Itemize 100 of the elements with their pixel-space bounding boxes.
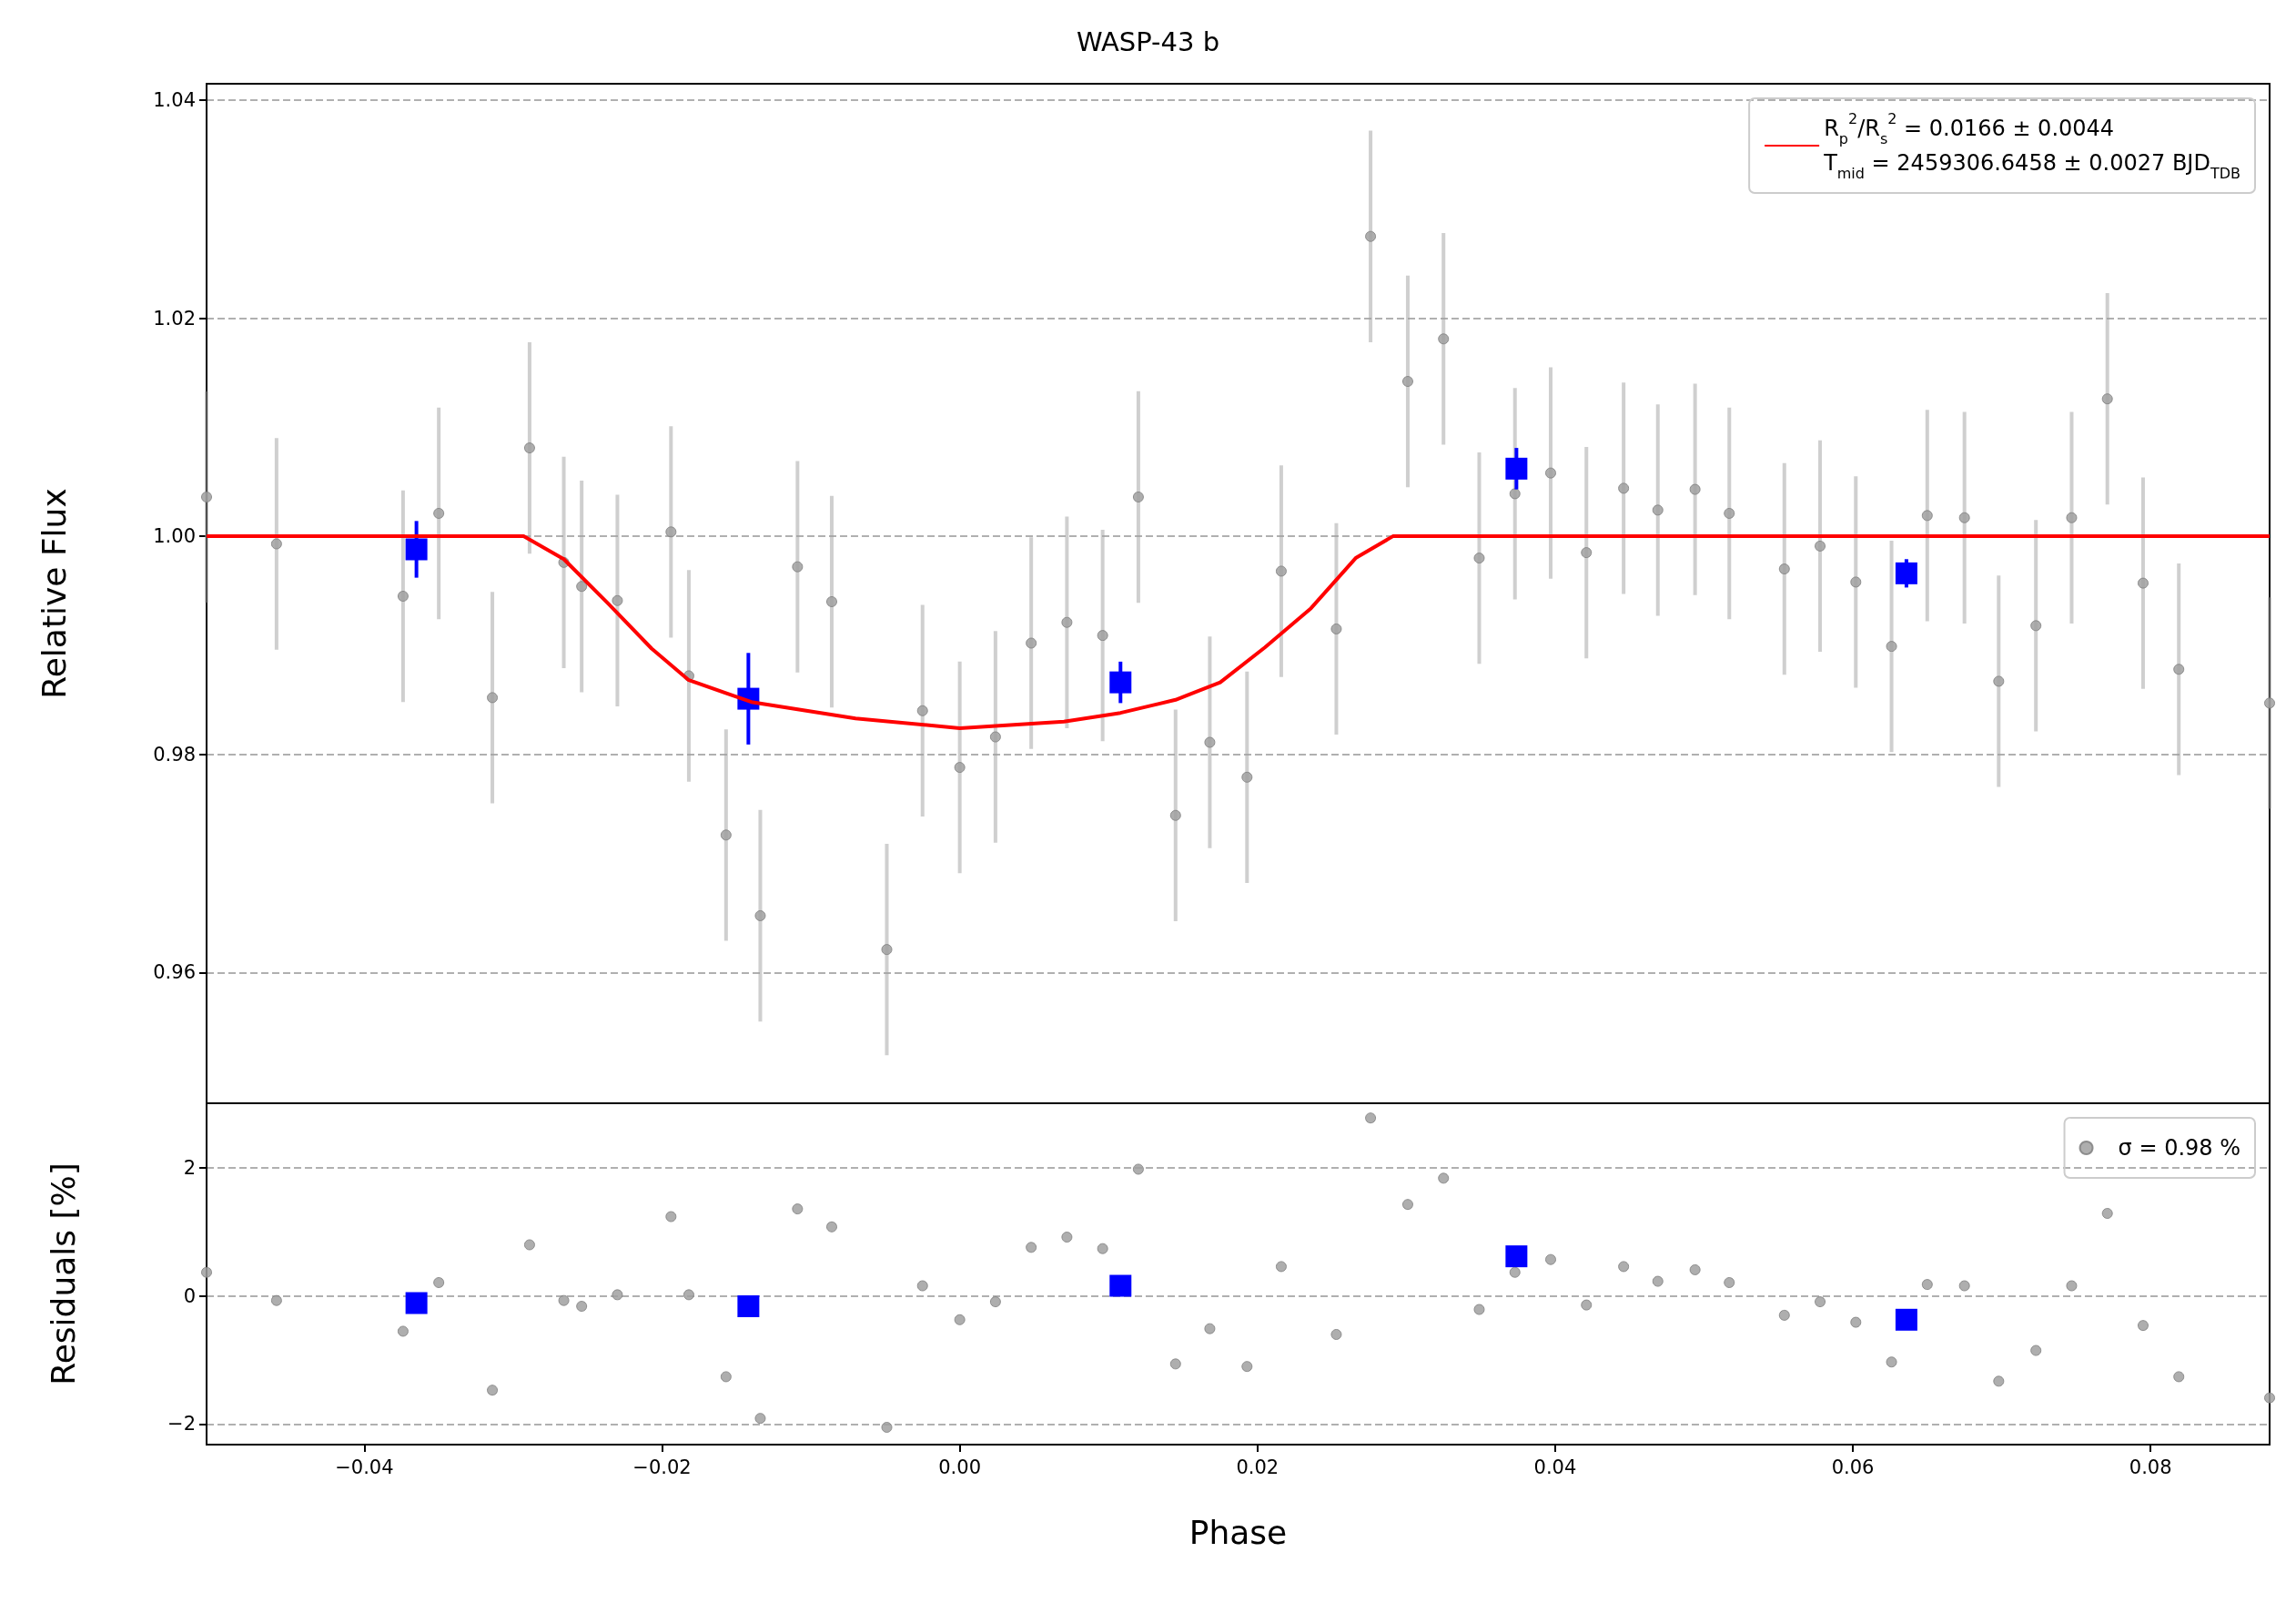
point <box>2066 1280 2078 1292</box>
point <box>2101 1208 2113 1220</box>
y-tick-label: 1.02 <box>153 307 196 330</box>
point <box>989 731 1001 743</box>
point <box>1097 630 1108 642</box>
x-tick-label: 0.00 <box>938 1456 982 1478</box>
point <box>1815 1296 1826 1308</box>
point <box>1330 1328 1342 1340</box>
point <box>1724 507 1735 519</box>
point <box>1438 1172 1450 1184</box>
point <box>1958 1280 1970 1292</box>
y-tick-label: −2 <box>167 1413 196 1436</box>
point <box>2030 620 2042 632</box>
point <box>1618 482 1630 494</box>
point <box>954 762 966 774</box>
point <box>1886 1356 1897 1368</box>
point <box>1026 1242 1037 1253</box>
point <box>1850 576 1862 588</box>
point <box>683 1289 694 1301</box>
point <box>1204 1323 1216 1334</box>
chart-title: WASP-43 b <box>1076 25 1220 57</box>
point <box>1026 637 1037 649</box>
y-tick-label: 0.98 <box>153 743 196 766</box>
point <box>1581 547 1593 559</box>
point <box>2137 1320 2149 1332</box>
point <box>1581 1299 1593 1311</box>
point <box>576 581 588 593</box>
point <box>1993 675 2005 687</box>
point <box>1401 376 1413 388</box>
point <box>1204 736 1216 748</box>
point <box>270 538 282 550</box>
point <box>433 507 445 519</box>
point <box>612 594 623 606</box>
point <box>1895 562 1917 584</box>
point <box>916 1280 928 1292</box>
point <box>2173 1371 2185 1383</box>
point <box>405 1292 428 1314</box>
point <box>1509 488 1521 500</box>
point <box>487 692 499 704</box>
point <box>1109 671 1132 694</box>
point <box>1275 1261 1287 1273</box>
point <box>825 595 837 607</box>
point <box>1132 1163 1144 1175</box>
point <box>1505 1245 1528 1268</box>
point <box>1689 483 1701 495</box>
point <box>201 491 212 502</box>
point <box>1330 623 1342 634</box>
point <box>916 705 928 716</box>
point <box>792 561 804 573</box>
point <box>1438 333 1450 345</box>
point <box>1778 563 1790 575</box>
point <box>1109 1274 1132 1297</box>
point <box>1724 1277 1735 1288</box>
point <box>1473 553 1485 564</box>
point <box>523 442 535 454</box>
point <box>523 1239 535 1251</box>
point <box>576 1301 588 1313</box>
point <box>754 909 766 921</box>
x-tick-label: −0.04 <box>335 1456 394 1478</box>
point <box>1778 1309 1790 1321</box>
point <box>270 1294 282 1306</box>
x-tick-label: 0.04 <box>1533 1456 1577 1478</box>
point <box>1921 1279 1933 1291</box>
point <box>881 1422 893 1433</box>
x-axis-title: Phase <box>1188 1513 1288 1551</box>
point <box>1509 1266 1521 1278</box>
point <box>989 1296 1001 1308</box>
point <box>1545 467 1556 479</box>
point <box>397 591 409 602</box>
legend-label: σ = 0.98 % <box>2118 1135 2240 1161</box>
point <box>737 1295 760 1318</box>
point <box>1241 1361 1253 1373</box>
point <box>1618 1261 1630 1273</box>
point <box>201 1266 212 1278</box>
point <box>1958 512 1970 523</box>
y-tick-label: 0 <box>183 1284 196 1307</box>
point <box>665 1211 677 1223</box>
point <box>754 1413 766 1425</box>
point <box>1545 1253 1556 1265</box>
y-tick-label: 0.96 <box>153 961 196 984</box>
point <box>612 1289 623 1301</box>
x-tick-label: 0.08 <box>2129 1456 2172 1478</box>
point <box>558 1294 570 1306</box>
point <box>487 1385 499 1396</box>
point <box>1401 1199 1413 1211</box>
point <box>1061 616 1073 628</box>
x-tick-label: 0.06 <box>1831 1456 1875 1478</box>
x-tick-label: 0.02 <box>1236 1456 1279 1478</box>
point <box>397 1325 409 1337</box>
point <box>1895 1308 1917 1331</box>
line-series <box>205 534 2271 730</box>
point <box>1365 230 1377 242</box>
point <box>665 526 677 538</box>
point <box>2137 577 2149 589</box>
y-tick-label: 1.00 <box>153 525 196 548</box>
point <box>720 1371 732 1383</box>
point <box>1689 1263 1701 1275</box>
x-tick-label: −0.02 <box>632 1456 692 1478</box>
point <box>2101 393 2113 405</box>
point <box>1365 1112 1377 1124</box>
